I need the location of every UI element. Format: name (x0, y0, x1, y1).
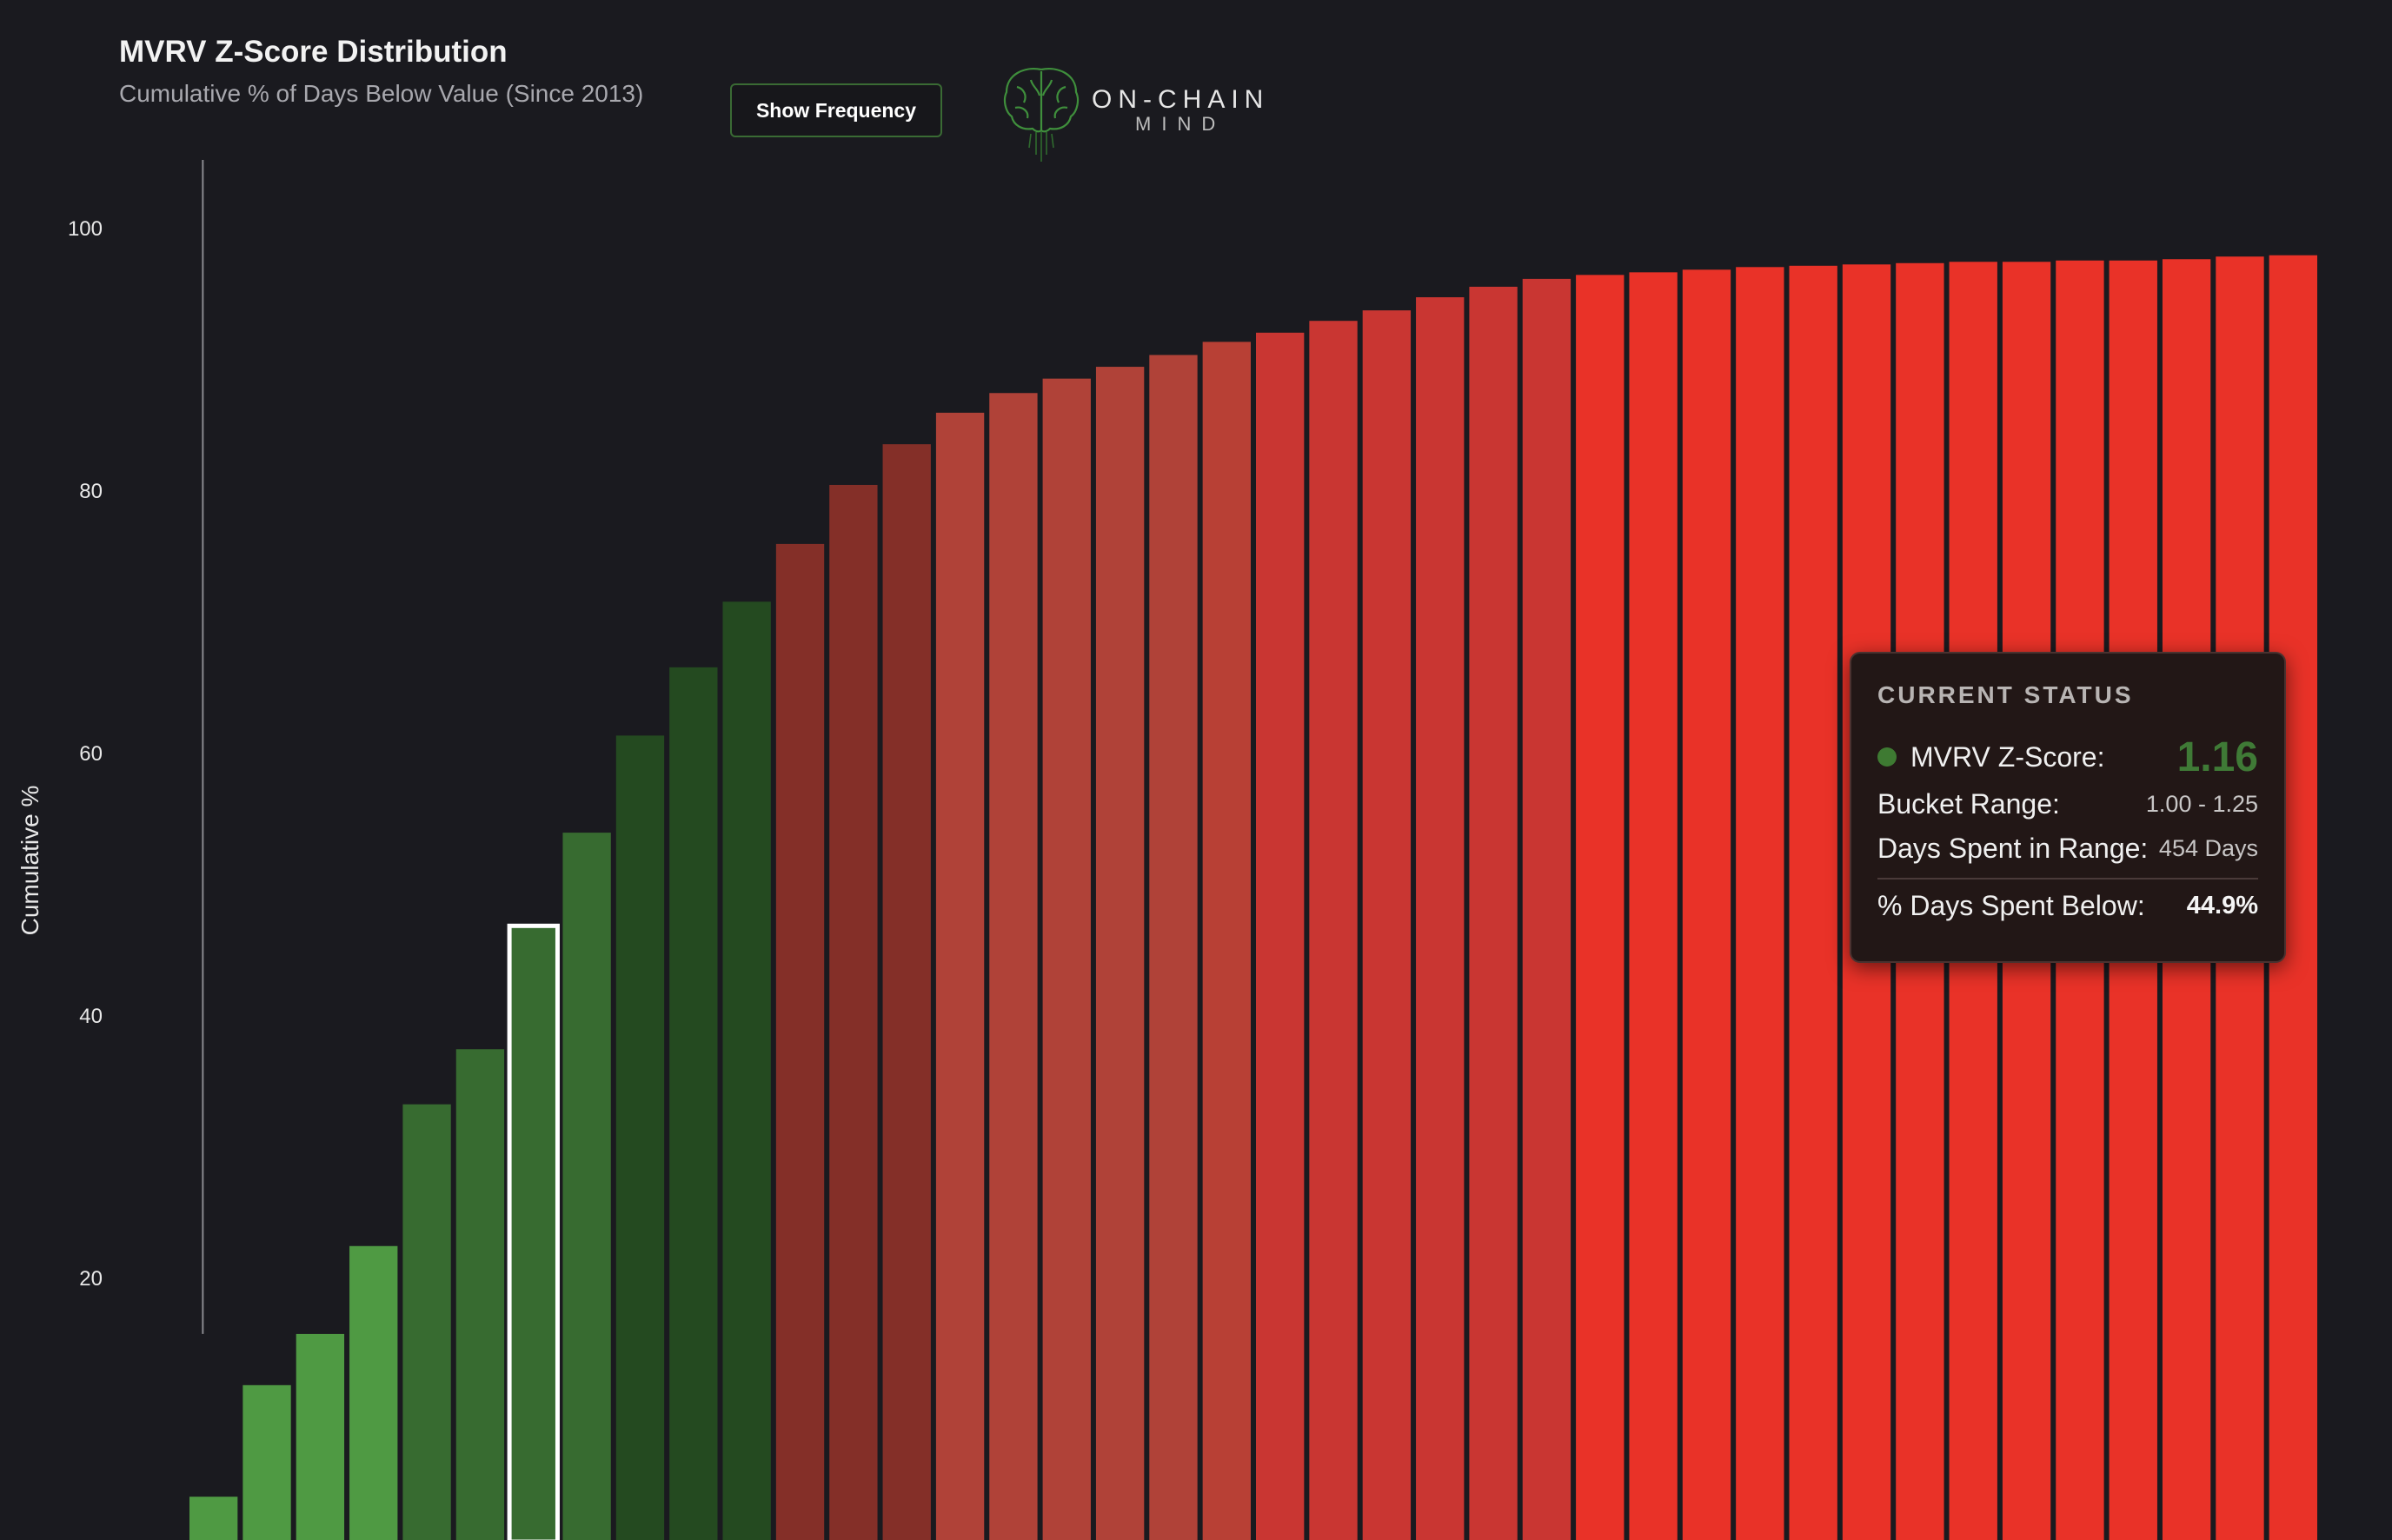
bar[interactable] (1149, 355, 1198, 1540)
brand-logo (998, 61, 1276, 163)
y-tick-label: 80 (79, 480, 103, 503)
status-dot-icon (1877, 747, 1897, 767)
tooltip-divider (1877, 878, 2258, 880)
logo-text-on-chain: ON-CHAIN (1092, 85, 1270, 114)
zscore-label: MVRV Z-Score: (1910, 740, 2105, 773)
days-below-value: 44.9% (2186, 892, 2258, 919)
bar[interactable] (829, 484, 878, 1540)
bar[interactable] (935, 412, 985, 1540)
bar[interactable] (669, 667, 718, 1540)
bar[interactable] (615, 735, 665, 1540)
bar[interactable] (243, 1384, 291, 1540)
y-tick-label: 40 (79, 1005, 103, 1028)
bar[interactable] (1042, 378, 1091, 1540)
current-status-tooltip: CURRENT STATUS MVRV Z-Score: 1.16 Bucket… (1850, 652, 2286, 963)
tooltip-heading: CURRENT STATUS (1877, 681, 2134, 708)
bar[interactable] (562, 833, 611, 1540)
bar[interactable] (882, 444, 931, 1540)
chart-subtitle: Cumulative % of Days Below Value (Since … (119, 80, 644, 107)
bar[interactable] (1576, 275, 1625, 1540)
bar[interactable] (775, 543, 825, 1540)
y-axis-label: Cumulative % (17, 786, 43, 936)
y-tick-label: 20 (79, 1267, 103, 1291)
show-frequency-button[interactable]: Show Frequency (730, 83, 942, 137)
zscore-value: 1.16 (2176, 733, 2258, 780)
bar[interactable] (1789, 265, 1837, 1540)
bar[interactable] (1202, 342, 1251, 1540)
bar[interactable] (1522, 278, 1571, 1540)
days-below-label: % Days Spent Below: (1877, 890, 2145, 921)
bucket-range-label: Bucket Range: (1877, 787, 2060, 820)
tooltip-zscore-row: MVRV Z-Score: 1.16 (1877, 732, 2258, 782)
bar[interactable] (1256, 332, 1305, 1540)
bar[interactable] (455, 1049, 505, 1540)
y-tick-label: 60 (79, 742, 103, 766)
bar[interactable] (189, 1497, 238, 1540)
logo-text-mind: MIND (1135, 113, 1226, 135)
bar[interactable] (1095, 367, 1145, 1540)
bar-current[interactable] (507, 923, 560, 1540)
bar[interactable] (722, 601, 771, 1540)
days-in-range-label: Days Spent in Range: (1877, 832, 2149, 864)
bar[interactable] (296, 1333, 345, 1540)
bar[interactable] (1629, 272, 1678, 1540)
bar[interactable] (1736, 267, 1784, 1540)
tooltip-bucket-row: Bucket Range: 1.00 - 1.25 (1877, 782, 2258, 826)
tooltip-days-row: Days Spent in Range: 454 Days (1877, 826, 2258, 871)
bar[interactable] (1309, 321, 1358, 1540)
days-in-range-value: 454 Days (2158, 834, 2258, 861)
y-tick-label: 100 (68, 217, 103, 241)
chart-title: MVRV Z-Score Distribution (119, 35, 508, 69)
tooltip-below-row: % Days Spent Below: 44.9% (1877, 890, 2258, 922)
bar[interactable] (1682, 269, 1731, 1540)
bar[interactable] (1416, 297, 1465, 1540)
bar[interactable] (1469, 286, 1518, 1540)
bar[interactable] (989, 393, 1038, 1540)
bucket-range-value: 1.00 - 1.25 (2145, 790, 2258, 817)
brain-icon (1003, 68, 1080, 162)
bar[interactable] (402, 1104, 451, 1540)
bar[interactable] (349, 1245, 398, 1540)
bar[interactable] (1362, 310, 1412, 1540)
